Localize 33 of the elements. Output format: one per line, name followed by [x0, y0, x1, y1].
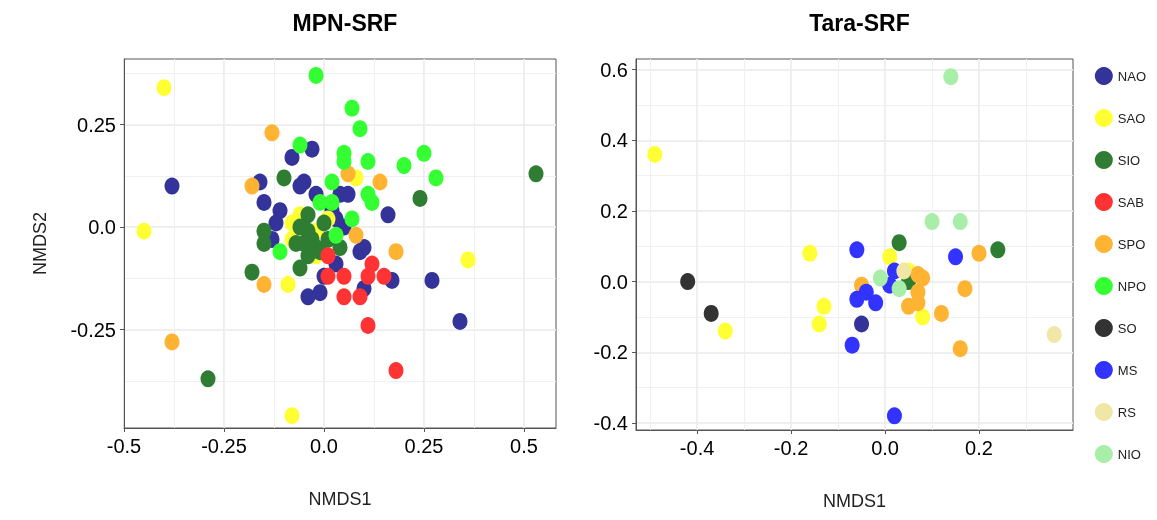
x-tick-label: 0.0 — [310, 435, 338, 457]
x-tick-label: 0.25 — [404, 435, 444, 457]
y-tick-label: 0.0 — [88, 216, 116, 239]
legend-label: SPO — [1117, 236, 1146, 252]
legend-label: SAB — [1117, 194, 1144, 210]
x-axis-title: NMDS1 — [822, 491, 887, 511]
x-tick-label: -0.2 — [773, 437, 809, 459]
y-tick-label: 0.0 — [600, 270, 628, 293]
x-tick-label: 0.2 — [965, 437, 993, 459]
legend-label: MS — [1117, 362, 1138, 378]
y-tick-label: 0.2 — [600, 199, 628, 222]
legend-label: NAO — [1117, 68, 1146, 84]
x-tick-label: 0.0 — [871, 437, 899, 459]
legend-label: SIO — [1117, 152, 1141, 168]
legend-label: RS — [1117, 404, 1137, 420]
chart-title: MPN-SRF — [292, 9, 398, 36]
x-tick-label: -0.5 — [106, 435, 142, 457]
y-axis-title: NMDS2 — [30, 211, 50, 276]
x-tick-label: -0.25 — [201, 435, 247, 457]
y-tick-label: 0.6 — [600, 58, 628, 81]
chart-title: Tara-SRF — [809, 9, 910, 36]
y-tick-label: 0.25 — [77, 113, 116, 136]
x-tick-label: -0.4 — [679, 437, 715, 459]
legend-label: SAO — [1117, 110, 1146, 126]
y-tick-label: -0.25 — [70, 318, 116, 341]
x-tick-label: 0.5 — [510, 435, 538, 457]
legend-label: NIO — [1117, 446, 1141, 462]
y-tick-label: -0.2 — [593, 341, 628, 364]
y-tick-label: 0.4 — [600, 129, 628, 152]
x-axis-title: NMDS1 — [308, 489, 372, 509]
legend-label: SO — [1117, 320, 1137, 336]
y-tick-label: -0.4 — [593, 411, 628, 434]
legend-label: NPO — [1117, 278, 1146, 294]
